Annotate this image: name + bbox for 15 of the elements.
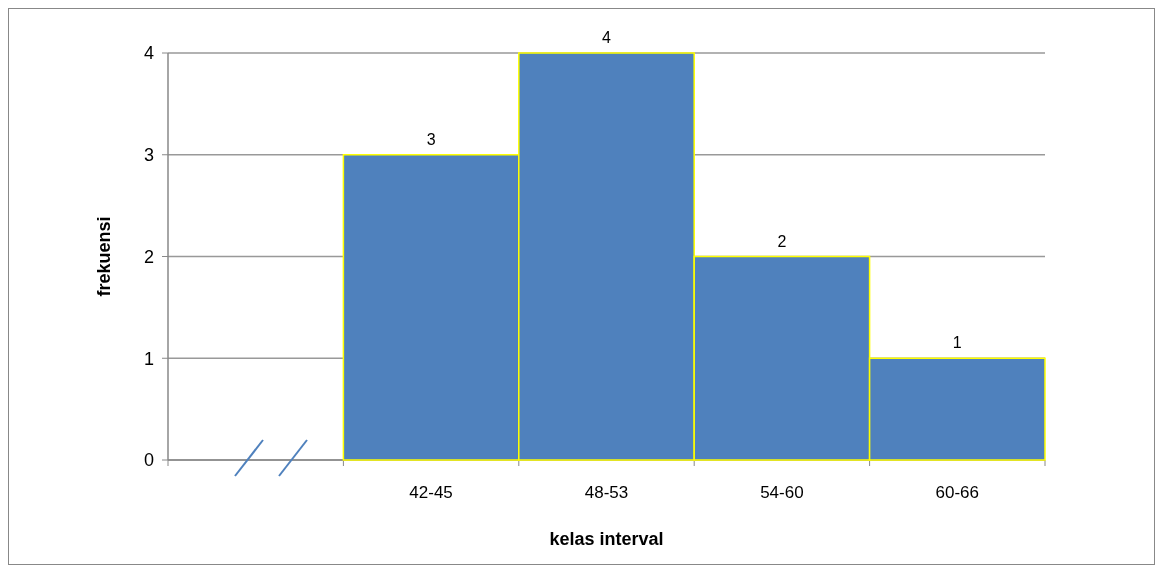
data-label: 1	[952, 334, 962, 352]
data-label: 2	[777, 232, 787, 250]
y-tick-label: 2	[143, 246, 154, 267]
x-tick-label: 42-45	[409, 483, 453, 502]
data-label: 4	[602, 29, 612, 46]
y-tick-label: 0	[143, 450, 154, 471]
x-tick-label: 54-60	[760, 483, 804, 502]
y-axis-title: frekuensi	[94, 216, 114, 297]
x-axis-title: kelas interval	[549, 529, 664, 549]
x-tick-label: 48-53	[584, 483, 629, 502]
y-tick-label: 4	[143, 43, 154, 64]
y-tick-label: 1	[143, 348, 154, 369]
data-label: 3	[426, 130, 436, 148]
y-tick-label: 3	[143, 145, 154, 166]
x-tick-label: 60-66	[935, 483, 980, 502]
